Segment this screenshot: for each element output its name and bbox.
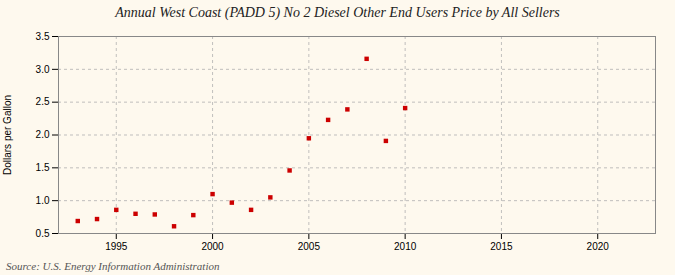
svg-text:2000: 2000	[201, 241, 224, 252]
html-text:Source: U.S. Energy Informatio: Source: U.S. Energy Information Administ…	[6, 260, 220, 272]
svg-text:3.0: 3.0	[36, 64, 50, 75]
svg-text:2020: 2020	[587, 241, 610, 252]
svg-text:2005: 2005	[298, 241, 321, 252]
svg-text:Dollars per Gallon: Dollars per Gallon	[2, 95, 13, 175]
svg-text:2.5: 2.5	[36, 96, 50, 107]
svg-text:0.5: 0.5	[36, 228, 50, 239]
html-text:Annual West Coast (PADD 5) No: Annual West Coast (PADD 5) No 2 Diesel O…	[115, 5, 560, 20]
svg-text:2.0: 2.0	[36, 129, 50, 140]
svg-text:2010: 2010	[394, 241, 417, 252]
svg-text:3.5: 3.5	[36, 31, 50, 42]
svg-text:1995: 1995	[105, 241, 128, 252]
svg-text:1.0: 1.0	[36, 195, 50, 206]
svg-text:1.5: 1.5	[36, 162, 50, 173]
svg-text:2015: 2015	[490, 241, 513, 252]
